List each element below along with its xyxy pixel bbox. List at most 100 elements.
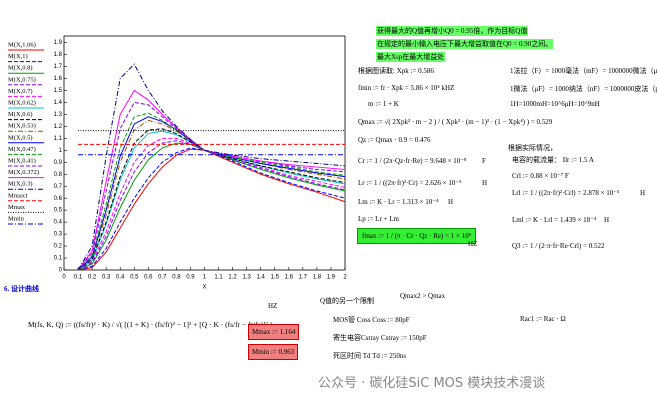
series-line bbox=[77, 112, 346, 271]
legend-label: M(X,0.53) bbox=[8, 123, 36, 130]
x-tick-label: 0.2 bbox=[88, 275, 97, 281]
formula: 寄生电容Cstray Cstray := 150pF bbox=[333, 334, 427, 342]
y-tick-label: 1.5 bbox=[54, 88, 63, 94]
legend-label: M(X,0.6) bbox=[8, 111, 33, 118]
plot-frame bbox=[63, 35, 346, 271]
formula: 根据图读取: Xpk := 0.586 bbox=[358, 67, 434, 75]
formula: Qmax := √( 2Xpk² · m − 2 ) / ( Xpk² · (m… bbox=[358, 118, 553, 126]
x-tick-label: 1.7 bbox=[299, 275, 308, 281]
y-tick-label: 0.7 bbox=[54, 184, 63, 190]
y-tick-label: 0 bbox=[59, 268, 63, 274]
note: 最大Xsp在最大增益处 bbox=[376, 52, 446, 62]
result-box: Mmin := 0.963 bbox=[248, 344, 299, 360]
y-tick-label: 0.4 bbox=[54, 220, 63, 226]
legend-label: Mmax1 bbox=[8, 192, 28, 199]
series-line bbox=[77, 142, 346, 271]
x-tick-label: 0.7 bbox=[158, 275, 167, 281]
series-line bbox=[77, 89, 346, 271]
y-tick-label: 1.8 bbox=[54, 52, 63, 58]
y-tick-label: 1.7 bbox=[54, 64, 63, 70]
y-tick-label: 1.2 bbox=[54, 124, 63, 130]
formula: Q3 := 1 / (2·π·fr·Re·Crl) = 0.522 bbox=[512, 242, 605, 250]
formula: m := 1 + K bbox=[368, 100, 399, 108]
x-tick-label: 1.1 bbox=[214, 275, 223, 281]
formula: Qz := Qmax · 0.9 = 0.476 bbox=[358, 136, 431, 144]
note: 1H=1000mH=10^6μH=10^9nH bbox=[510, 100, 600, 108]
note: 在规定的最小输入电压下最大增益取值在Q0 = 0.90之间。 bbox=[376, 39, 554, 49]
series-line bbox=[77, 63, 346, 271]
y-tick-label: 0.1 bbox=[54, 256, 63, 262]
formula: Lrl := 1 / ((2π·fr)²·Crl) = 2.878 × 10⁻⁵ bbox=[512, 189, 620, 197]
formula: Crl := 0.88 × 10⁻⁷ F bbox=[512, 172, 569, 180]
formula: M(fs, K, Q) := ((fs/fr)² · K) / √( [(1 +… bbox=[28, 320, 273, 329]
series-line bbox=[77, 140, 346, 271]
y-tick-label: 0.9 bbox=[54, 160, 63, 166]
x-tick-label: 1.4 bbox=[257, 275, 266, 281]
x-tick-label: 0.5 bbox=[130, 275, 139, 281]
note: Q值的另一个限制 bbox=[320, 297, 375, 305]
x-tick-label: 0 bbox=[62, 275, 66, 281]
y-tick-label: 1 bbox=[59, 148, 63, 154]
x-tick-label: 0.4 bbox=[116, 275, 125, 281]
unit: H bbox=[482, 179, 488, 187]
x-axis-label: X bbox=[202, 285, 206, 291]
formula: 死区时间 Td Td := 250ns bbox=[333, 352, 407, 360]
formula: Cr := 1 / (2π·Qz·fr·Re) = 9.648 × 10⁻⁸ bbox=[358, 157, 467, 165]
x-tick-label: 1 bbox=[203, 275, 207, 281]
unit: H bbox=[448, 198, 454, 206]
legend-label: M(X,1) bbox=[8, 53, 28, 60]
note: 根据实际情况， bbox=[508, 144, 557, 152]
x-tick-label: 0.6 bbox=[144, 275, 153, 281]
note: 1法拉（F）= 1000毫法（mF）= 1000000微法（μF） bbox=[510, 67, 657, 75]
series-line bbox=[77, 137, 346, 271]
legend-label: M(X,0.47) bbox=[8, 146, 36, 153]
legend-label: Mmax bbox=[8, 204, 26, 211]
note: 获得最大的Q值再增小Q0 = 0.95倍，作为目标Q值 bbox=[376, 26, 529, 36]
unit: F bbox=[482, 157, 486, 165]
section-title: 6. 设计曲线 bbox=[4, 285, 39, 293]
series-line bbox=[77, 148, 346, 271]
legend-label: M(X,0.62) bbox=[8, 99, 36, 106]
x-tick-label: 0.9 bbox=[186, 275, 195, 281]
y-tick-label: 0.3 bbox=[54, 232, 63, 238]
x-tick-label: 1.3 bbox=[242, 275, 251, 281]
legend-label: Mmin bbox=[8, 215, 25, 222]
legend-label: M(X,0.75) bbox=[8, 76, 36, 83]
result-box: Mmax := 1.164 bbox=[248, 324, 300, 340]
unit: H bbox=[604, 216, 610, 224]
formula: Rac1 := Rac · Ω bbox=[520, 315, 566, 323]
legend-label: M(X,1.06) bbox=[8, 41, 36, 48]
series-line bbox=[77, 130, 346, 271]
series-line bbox=[77, 101, 346, 271]
formula: Lml := K · Lrl = 1.439 × 10⁻⁴ bbox=[512, 216, 597, 224]
x-tick-label: 1.6 bbox=[285, 275, 294, 281]
formula: fmin := fr · Xpk = 5.86 × 10⁴ kHZ bbox=[358, 84, 455, 92]
y-tick-label: 0.8 bbox=[54, 172, 63, 178]
formula: Lp := Lr + Lm bbox=[358, 215, 399, 223]
note: 1微法（μF）= 1000纳法（nF）= 1000000皮法（pF） bbox=[510, 85, 657, 93]
legend-label: M(X,0.3) bbox=[8, 181, 33, 188]
unit: H bbox=[640, 189, 646, 197]
y-tick-label: 1.6 bbox=[54, 76, 63, 82]
y-tick-label: 1.4 bbox=[54, 100, 63, 106]
formula: Lm := K · Lr = 1.313 × 10⁻⁴ bbox=[358, 198, 439, 206]
y-tick-label: 0.6 bbox=[54, 196, 63, 202]
series-line bbox=[77, 119, 346, 271]
x-tick-label: 1.2 bbox=[228, 275, 237, 281]
y-tick-label: 1.3 bbox=[54, 112, 63, 118]
legend-label: M(X,0.5) bbox=[8, 134, 33, 141]
series-line bbox=[77, 147, 346, 271]
legend-label: M(X,0.41) bbox=[8, 157, 36, 164]
unit: HZ bbox=[468, 240, 478, 248]
y-tick-label: 0.5 bbox=[54, 208, 63, 214]
y-tick-label: 1.1 bbox=[54, 136, 63, 142]
legend-label: M(X,0.7) bbox=[8, 88, 33, 95]
y-tick-label: 1.9 bbox=[54, 40, 63, 46]
legend-label: M(X,0.372) bbox=[8, 169, 39, 176]
formula-box: fmax := 1 / (π · Cr · Qz · Re) = 1 × 10⁵ bbox=[357, 228, 477, 244]
series-line bbox=[77, 128, 346, 271]
formula: MOS管 Coss Coss := 80pF bbox=[333, 316, 410, 324]
x-tick-label: 1.5 bbox=[271, 275, 280, 281]
